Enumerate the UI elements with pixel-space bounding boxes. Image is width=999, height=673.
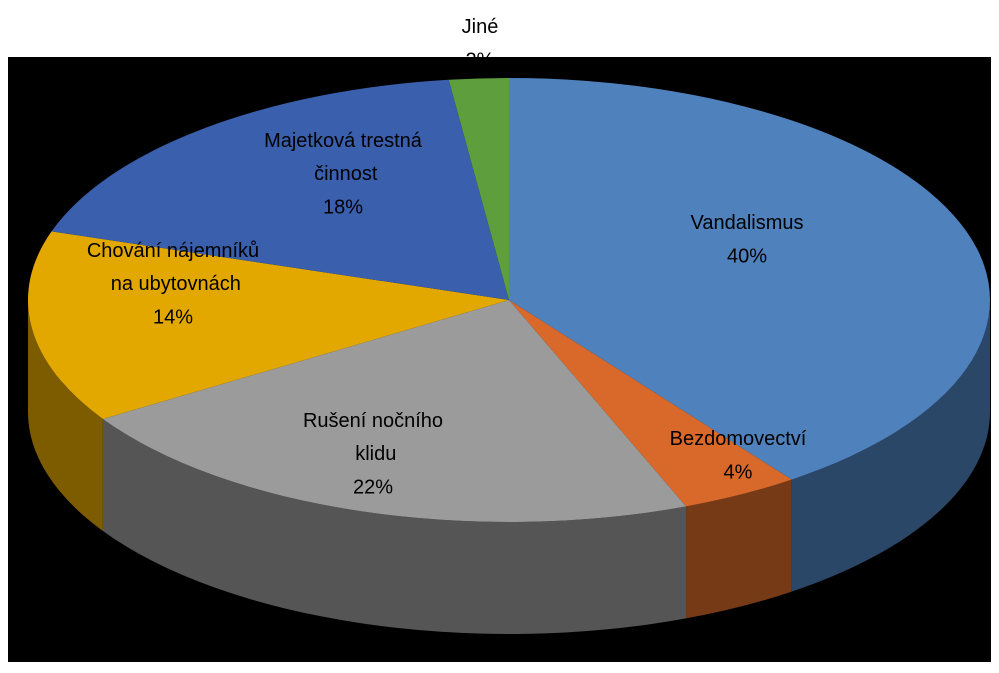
value-label: 22% <box>353 476 393 498</box>
slice-label: Rušení nočního klidu <box>303 410 443 465</box>
value-label: 4% <box>724 461 753 483</box>
slice-label: Jiné <box>462 16 499 38</box>
slice <box>509 300 792 507</box>
value-label: 2% <box>466 49 495 71</box>
value-label: 40% <box>727 245 767 267</box>
slice-side <box>686 479 792 619</box>
value-label: 18% <box>323 196 363 218</box>
slice <box>448 78 509 300</box>
slice <box>27 231 509 419</box>
slice-side <box>28 300 103 531</box>
slice-label: Vandalismus <box>690 212 803 234</box>
slice-label: Chování nájemníků na ubytovnách <box>87 240 259 295</box>
slice-label: Majetková trestná činnost <box>264 130 423 185</box>
slice-label: Bezdomovectví <box>670 428 807 450</box>
value-label: 14% <box>153 306 193 328</box>
slice <box>102 300 687 523</box>
slice-side <box>791 300 990 592</box>
slice <box>51 79 510 300</box>
slice-side <box>102 418 687 634</box>
slice <box>509 78 991 480</box>
